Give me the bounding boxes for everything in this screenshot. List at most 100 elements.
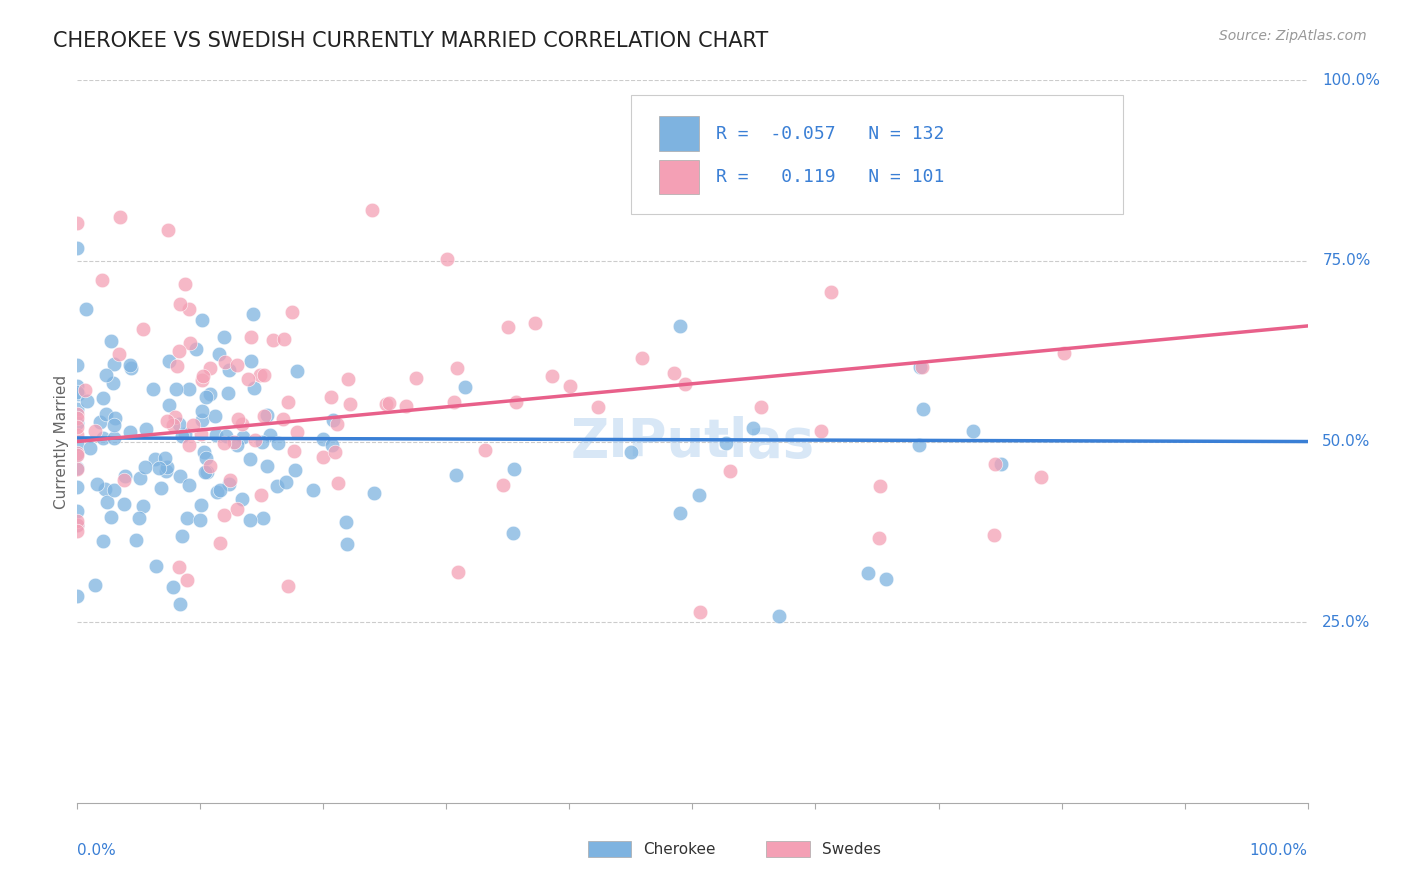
Point (83, 424, 105, 438)
Point (165, 382, 187, 396)
Point (112, 473, 135, 487)
Point (250, 488, 273, 502)
Point (908, 360, 931, 375)
Point (205, 484, 228, 499)
Point (66, 518, 89, 533)
Point (361, 202, 384, 217)
Point (66, 407, 89, 421)
Point (191, 369, 214, 384)
Point (66, 385, 89, 400)
Point (689, 606, 711, 620)
Point (73, 383, 96, 397)
Text: 75.0%: 75.0% (1323, 253, 1371, 268)
Point (558, 379, 581, 393)
Point (266, 478, 288, 492)
Point (195, 390, 218, 404)
Text: Swedes: Swedes (823, 841, 882, 856)
Point (184, 343, 207, 357)
Point (145, 452, 167, 467)
Point (662, 366, 685, 380)
Point (195, 465, 218, 479)
Point (66, 410, 89, 425)
Point (177, 383, 200, 397)
Point (242, 308, 264, 322)
Point (363, 486, 385, 500)
Point (446, 360, 468, 375)
Point (231, 417, 253, 431)
Point (66, 524, 89, 538)
Point (66, 401, 89, 416)
Point (378, 395, 401, 409)
Point (108, 210, 131, 224)
Point (214, 355, 236, 369)
Point (280, 304, 302, 318)
Point (100, 510, 122, 524)
Point (208, 347, 231, 361)
Text: Source: ZipAtlas.com: Source: ZipAtlas.com (1219, 29, 1367, 43)
Point (271, 412, 294, 426)
Point (131, 499, 153, 513)
Point (236, 372, 259, 386)
Point (673, 377, 696, 392)
Point (194, 465, 217, 479)
Point (91, 273, 114, 287)
Point (326, 475, 349, 490)
Point (231, 491, 253, 506)
Point (277, 578, 299, 592)
Point (170, 529, 193, 543)
Point (66, 420, 89, 434)
Point (66, 480, 89, 494)
Point (156, 460, 179, 475)
Point (166, 359, 188, 373)
Point (66, 379, 89, 393)
Point (193, 444, 215, 458)
Point (214, 508, 236, 522)
Point (96, 368, 118, 383)
Point (188, 513, 211, 527)
Point (312, 432, 335, 446)
Point (91, 533, 114, 548)
Point (118, 359, 141, 373)
Point (249, 368, 271, 382)
Point (145, 558, 167, 573)
Point (492, 478, 515, 492)
Point (277, 394, 299, 409)
Point (262, 333, 284, 347)
Point (259, 428, 281, 442)
Point (212, 436, 235, 450)
Point (66, 518, 89, 533)
Point (120, 425, 142, 439)
Point (198, 360, 221, 375)
Point (285, 364, 308, 378)
Point (267, 436, 290, 450)
Point (89, 415, 111, 429)
Point (162, 417, 184, 432)
Point (742, 420, 765, 434)
Point (496, 319, 519, 334)
Point (217, 386, 239, 401)
Point (191, 313, 214, 327)
Text: 25.0%: 25.0% (1323, 615, 1371, 630)
Point (66, 589, 89, 603)
Point (245, 433, 267, 447)
Point (541, 368, 564, 383)
Point (173, 427, 195, 442)
Point (177, 301, 200, 316)
Point (226, 412, 249, 426)
Point (226, 438, 249, 452)
Point (820, 285, 842, 299)
Point (142, 382, 165, 396)
Point (205, 428, 228, 442)
Point (181, 418, 204, 433)
Point (174, 277, 197, 291)
Point (285, 425, 308, 439)
Point (283, 443, 305, 458)
Point (875, 572, 897, 586)
Point (718, 464, 741, 478)
Point (323, 444, 346, 458)
Point (66, 448, 89, 462)
Point (962, 425, 984, 439)
Point (256, 408, 278, 422)
Point (167, 417, 190, 431)
Point (155, 464, 177, 478)
